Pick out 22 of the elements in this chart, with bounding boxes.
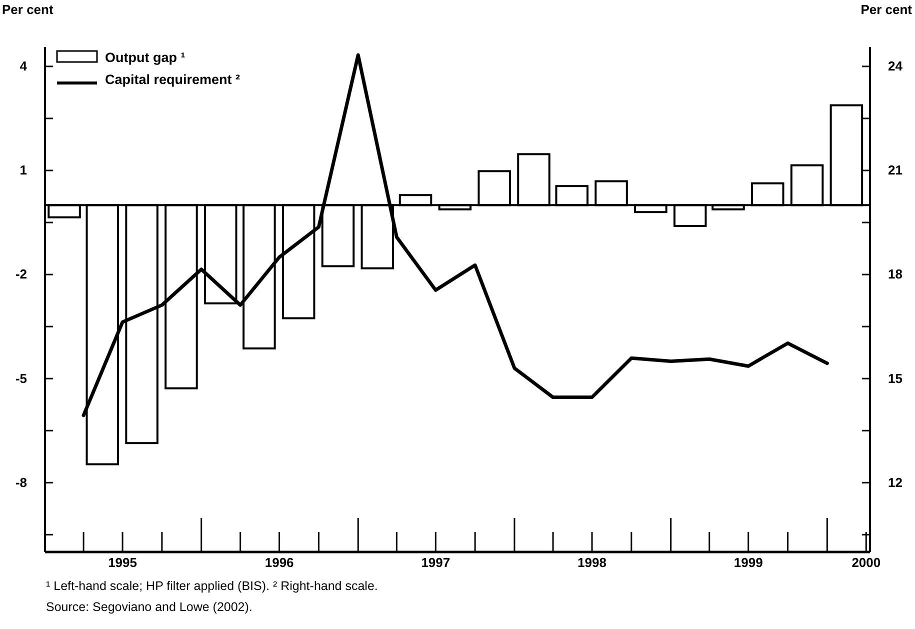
y-tick-label: 4 [20,58,28,74]
source-note: Source: Segoviano and Lowe (2002). [46,600,252,614]
y-axis-title: Per cent [2,2,54,17]
y2-tick-label: 18 [888,266,902,282]
x-tick-label: 1997 [421,555,450,570]
y-tick-label: 1 [20,162,27,178]
y-tick-label: -2 [15,266,27,282]
y2-tick-label: 21 [888,162,902,178]
y2-axis-title: Per cent [860,2,913,17]
text: ¹ Left-hand scale; HP filter applied (BIS). ² Right-hand scale. [46,579,378,593]
y-tick-label: -5 [15,370,27,386]
legend-label: Output gap ¹ [105,50,186,65]
y2-tick-label: 12 [888,474,902,490]
x-tick-label: 1996 [264,555,294,570]
x-tick-label: 1995 [108,555,137,570]
legend-label: Capital requirement ² [105,72,241,87]
y2-tick-label: 24 [888,58,904,74]
x-tick-label: 1998 [578,555,606,570]
y2-tick-label: 15 [888,370,902,386]
x-tick-label: 1999 [734,555,763,570]
x-tick-label: 2000 [852,555,881,570]
y-tick-label: -8 [15,474,27,490]
